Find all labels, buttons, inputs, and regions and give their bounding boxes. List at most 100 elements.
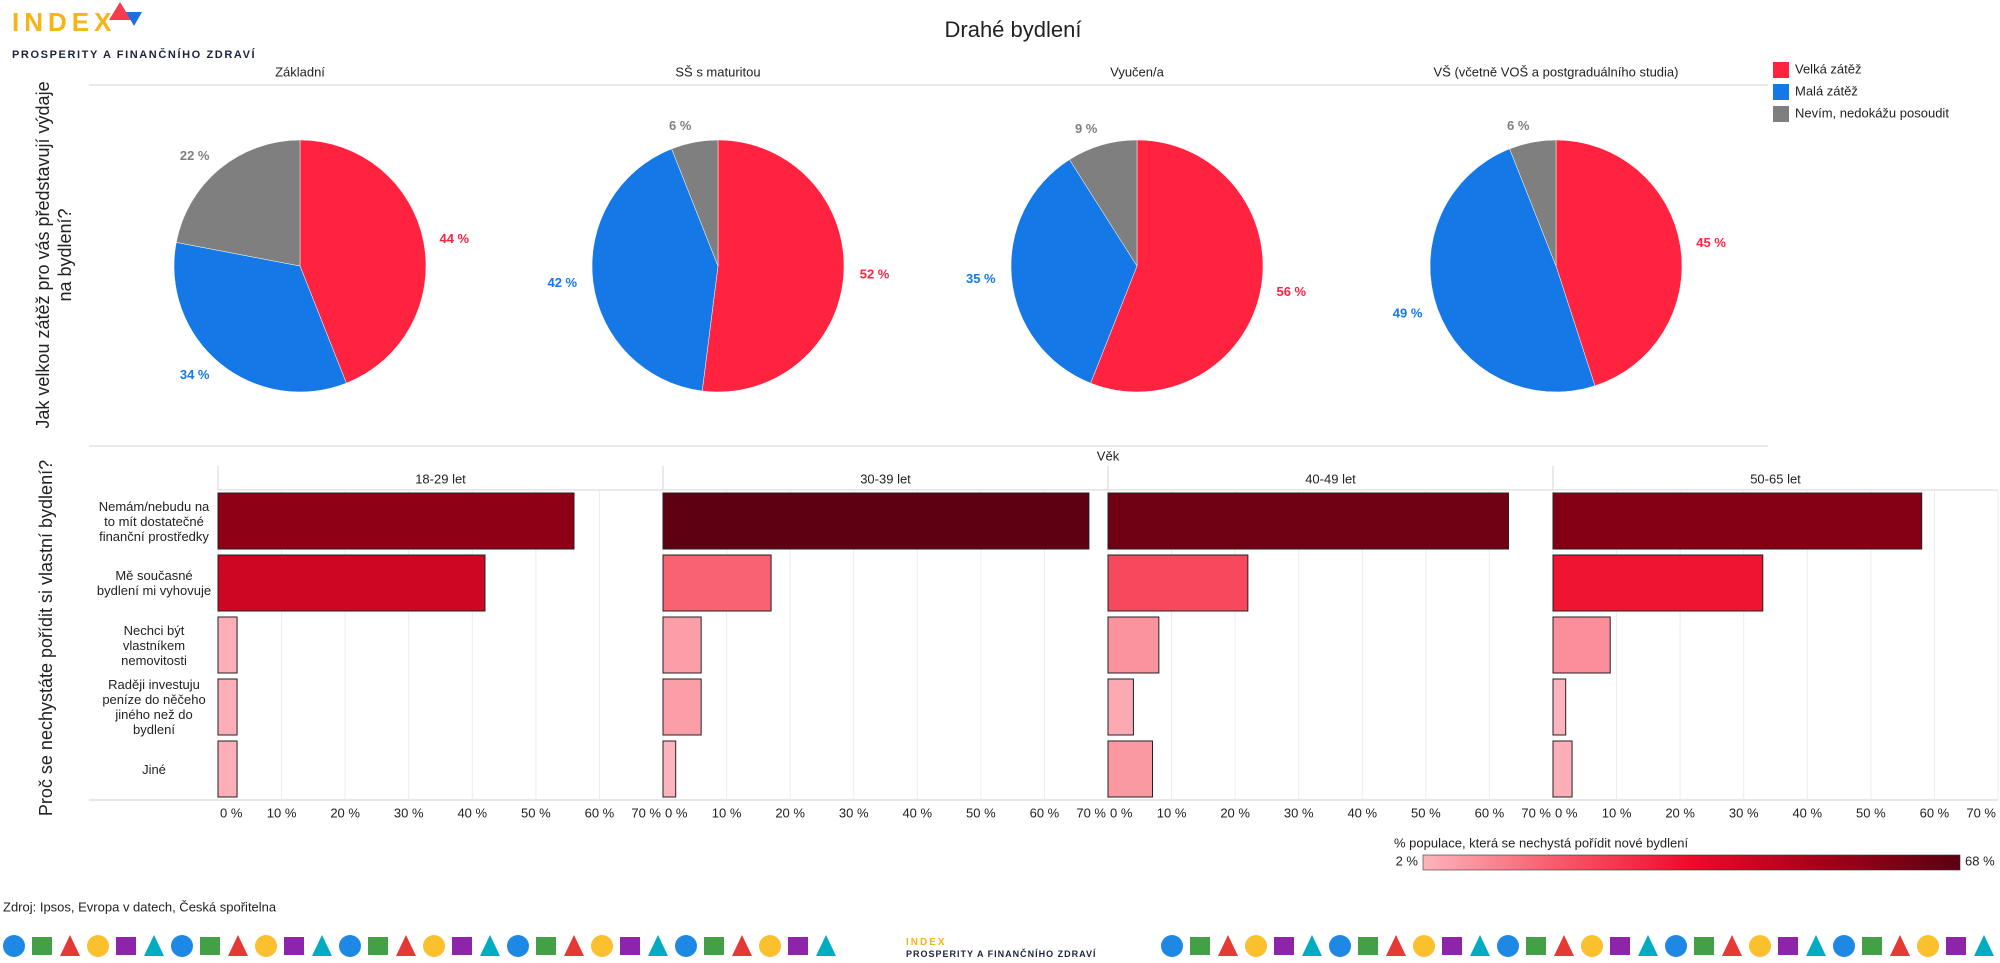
colorscale-min-label: 2 % xyxy=(1396,853,1419,868)
bar xyxy=(1552,492,1923,550)
pie-slice xyxy=(1509,139,1557,267)
legend-swatch xyxy=(1773,106,1789,122)
pie-value-label: 45 % xyxy=(1696,235,1726,250)
decor-icon xyxy=(1218,935,1238,956)
decor-icon xyxy=(87,935,109,957)
x-tick-label: 70 % xyxy=(1521,805,1551,820)
x-tick-label: 50 % xyxy=(1411,805,1441,820)
legend-swatch xyxy=(1773,62,1789,78)
x-tick-label: 0 % xyxy=(1110,805,1133,820)
decor-icon xyxy=(1329,935,1351,957)
source: Zdroj: Ipsos, Evropa v datech, Česká spo… xyxy=(3,899,277,914)
pie-value-label: 52 % xyxy=(860,266,890,281)
x-tick-label: 0 % xyxy=(665,805,688,820)
decor-icon xyxy=(1358,937,1378,955)
pie-slice xyxy=(1090,139,1264,393)
pie-slice xyxy=(1010,159,1138,384)
bar xyxy=(1107,616,1160,674)
bar xyxy=(217,740,238,798)
colorscale-bar xyxy=(1422,854,1961,871)
x-tick-label: 70 % xyxy=(631,805,661,820)
decor-icon xyxy=(564,935,584,956)
decor-icon xyxy=(1806,935,1826,956)
pie-slice xyxy=(173,242,347,393)
pie-value-label: 44 % xyxy=(439,231,469,246)
decor-icon xyxy=(1161,935,1183,957)
y-axis-label: Proč se nechystáte pořídit si vlastní by… xyxy=(36,459,56,817)
logo-triangle xyxy=(109,2,131,20)
pie-slice xyxy=(701,139,845,393)
x-tick-label: 20 % xyxy=(330,805,360,820)
pie-value-label: 22 % xyxy=(180,148,210,163)
y-axis-label: Jak velkou zátěž pro vás představují výd… xyxy=(33,81,75,429)
decor-icon xyxy=(732,935,752,956)
bar xyxy=(662,616,702,674)
pie-title: Základní xyxy=(275,64,325,79)
x-tick-label: 60 % xyxy=(1920,805,1950,820)
panel-title: 50-65 let xyxy=(1750,471,1801,486)
decor-icon xyxy=(1638,935,1658,956)
bar xyxy=(217,492,575,550)
pie-value-label: 6 % xyxy=(669,118,692,133)
x-tick-label: 10 % xyxy=(1602,805,1632,820)
decor-icon xyxy=(1470,935,1490,956)
x-tick-label: 40 % xyxy=(902,805,932,820)
decor-icon xyxy=(3,935,25,957)
bar xyxy=(1107,740,1153,798)
x-tick-label: 30 % xyxy=(394,805,424,820)
decor-icon xyxy=(1722,935,1742,956)
logo-subtitle: PROSPERITY A FINANČNÍHO ZDRAVÍ xyxy=(906,949,1097,959)
pie-value-label: 35 % xyxy=(966,271,996,286)
category-label: Mě současné bydlení mi vyhovuje xyxy=(96,568,212,598)
pie-slice xyxy=(1069,139,1138,267)
decor-icon xyxy=(339,935,361,957)
x-tick-label: 60 % xyxy=(585,805,615,820)
decor-icon xyxy=(759,935,781,957)
legend-label: Velká zátěž xyxy=(1795,61,1862,76)
decor-icon xyxy=(591,935,613,957)
pie-value-label: 6 % xyxy=(1507,118,1530,133)
bar xyxy=(662,554,772,612)
category-label: Jiné xyxy=(142,761,166,777)
x-tick-label: 30 % xyxy=(839,805,869,820)
decor-icon xyxy=(1581,935,1603,957)
logo-title: INDEX xyxy=(12,6,117,37)
decor-icon xyxy=(1497,935,1519,957)
pie-value-label: 9 % xyxy=(1075,121,1098,136)
x-tick-label: 30 % xyxy=(1284,805,1314,820)
x-tick-label: 70 % xyxy=(1076,805,1106,820)
decor-icon xyxy=(423,935,445,957)
decor-icon xyxy=(1749,935,1771,957)
decor-icon xyxy=(312,935,332,956)
decor-icon xyxy=(1917,935,1939,957)
decor-icon xyxy=(1665,935,1687,957)
legend-swatch xyxy=(1773,84,1789,100)
x-tick-label: 40 % xyxy=(1347,805,1377,820)
x-tick-label: 0 % xyxy=(220,805,243,820)
panel-title: 18-29 let xyxy=(415,471,466,486)
decor-icon xyxy=(1302,935,1322,956)
x-tick-label: 50 % xyxy=(1856,805,1886,820)
pie-slice xyxy=(1429,148,1596,393)
decor-icon xyxy=(1386,935,1406,956)
category-label: Raději investuju peníze do něčeho jiného… xyxy=(102,677,206,737)
decor-icon xyxy=(1245,935,1267,957)
bar xyxy=(662,740,677,798)
bar xyxy=(217,554,486,612)
bar xyxy=(662,492,1090,550)
decor-icon xyxy=(480,935,500,956)
bar xyxy=(1107,492,1509,550)
pie-slice xyxy=(299,139,427,384)
panel-title: 30-39 let xyxy=(860,471,911,486)
decor-icon xyxy=(1778,937,1798,955)
decor-icon xyxy=(1442,937,1462,955)
x-tick-label: 50 % xyxy=(966,805,996,820)
decor-icon xyxy=(704,937,724,955)
decor-icon xyxy=(816,935,836,956)
decor-icon xyxy=(1610,937,1630,955)
pie-value-label: 49 % xyxy=(1393,306,1423,321)
pie-slice xyxy=(1555,139,1683,387)
decor-icon xyxy=(1554,935,1574,956)
